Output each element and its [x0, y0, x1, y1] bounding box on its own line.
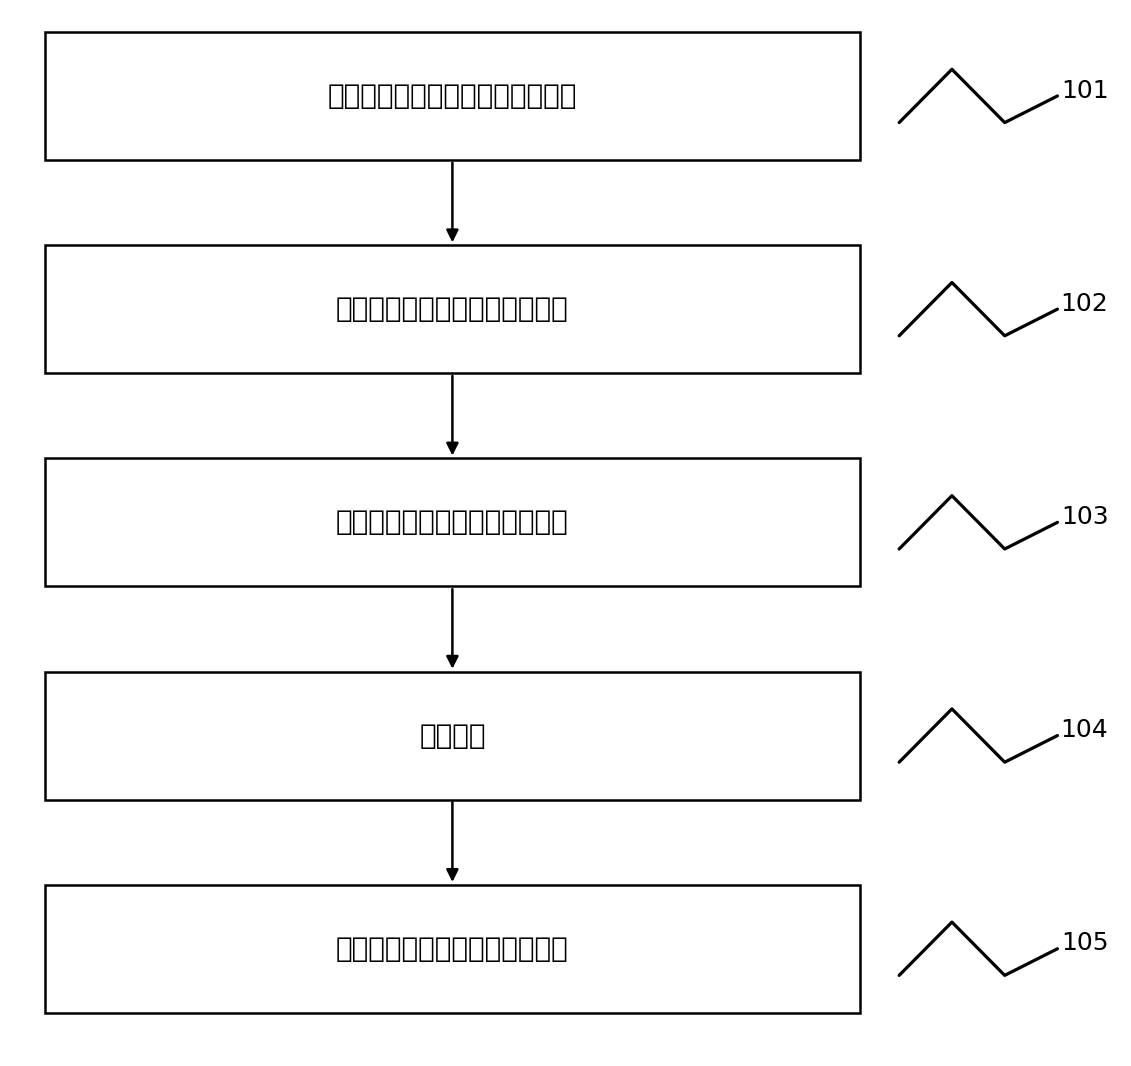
Text: 根据设定的电气约束，进行布线: 根据设定的电气约束，进行布线: [336, 508, 569, 536]
Text: 调整电阻: 调整电阻: [420, 722, 485, 749]
FancyBboxPatch shape: [45, 885, 860, 1013]
Text: 选择需要配线连接的两组平行端口: 选择需要配线连接的两组平行端口: [328, 82, 577, 110]
Text: 103: 103: [1061, 505, 1108, 529]
FancyBboxPatch shape: [45, 458, 860, 586]
Text: 104: 104: [1061, 718, 1108, 742]
Text: 输出电阻值报告表及电阻曲线图: 输出电阻值报告表及电阻曲线图: [336, 935, 569, 963]
Text: 102: 102: [1061, 292, 1108, 316]
Text: 105: 105: [1061, 932, 1108, 955]
FancyBboxPatch shape: [45, 672, 860, 800]
Text: 设定控制布线过程中的电气约束: 设定控制布线过程中的电气约束: [336, 295, 569, 323]
Text: 101: 101: [1061, 79, 1108, 102]
FancyBboxPatch shape: [45, 32, 860, 160]
FancyBboxPatch shape: [45, 245, 860, 373]
